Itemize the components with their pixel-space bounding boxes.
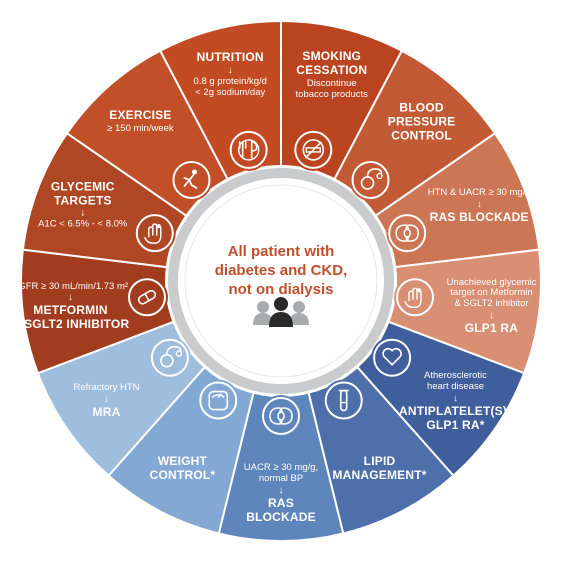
segment-label: GLYCEMICTARGETS↓A1C < 6.5% - < 8.0% xyxy=(23,181,143,232)
segment-label: Unachieved glycemictarget on Metformin& … xyxy=(431,277,551,337)
center-label: All patient with diabetes and CKD, not o… xyxy=(206,243,356,299)
segment-label: Refractory HTN↓MRA xyxy=(47,383,167,421)
segment-label: HTN & UACR ≥ 30 mg/g↓RAS BLOCKADE xyxy=(419,187,539,225)
segment-label: Atheroscleroticheart disease↓ANTIPLATELE… xyxy=(395,370,515,432)
segment-label: SMOKINGCESSATIONDiscontinuetobacco produ… xyxy=(272,50,392,100)
center-line3: not on dialysis xyxy=(228,280,333,297)
center-line2: diabetes and CKD, xyxy=(215,262,348,279)
segment-label: eGFR ≥ 30 mL/min/1.73 m²↓METFORMIN& SGLT… xyxy=(11,281,131,333)
segment-label: EXERCISE≥ 150 min/week xyxy=(80,109,200,135)
center-line1: All patient with xyxy=(228,243,335,260)
segment-label: BLOODPRESSURECONTROL xyxy=(362,102,482,143)
segment-label: WEIGHTCONTROL* xyxy=(122,455,242,483)
